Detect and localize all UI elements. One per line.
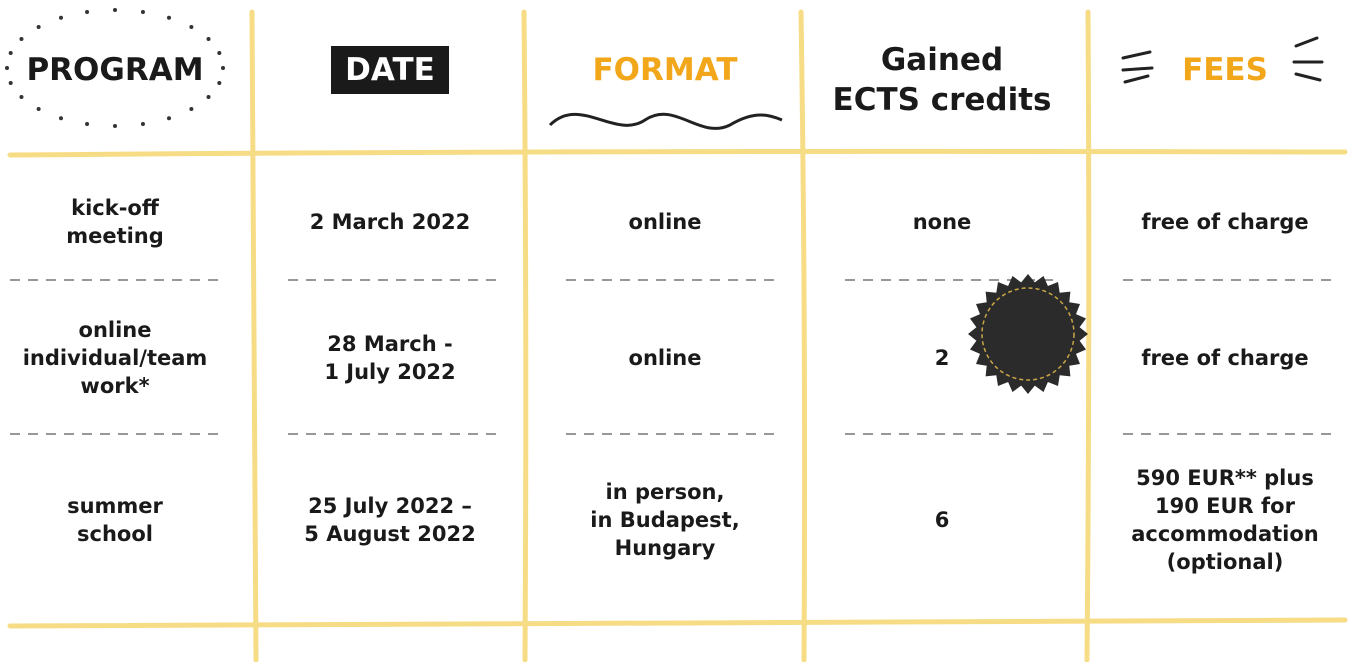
wave-underline: [548, 112, 783, 130]
dot: [113, 124, 117, 128]
text-line: FORMAT: [592, 52, 738, 88]
dot: [217, 81, 222, 86]
dot: [59, 116, 63, 121]
table-cell: free of charge: [1090, 208, 1354, 236]
text-line: free of charge: [1141, 210, 1309, 234]
text-line: (optional): [1166, 550, 1284, 574]
dot: [5, 66, 9, 70]
column-rule: [1084, 9, 1092, 662]
text-line: 2: [934, 346, 950, 370]
header-cell: PROGRAM: [0, 50, 250, 90]
table-cell: online individual/team work*: [0, 316, 250, 400]
text-line: DATE: [331, 46, 449, 94]
badge-ring: [981, 287, 1075, 381]
dot: [167, 15, 171, 20]
dot: [19, 37, 24, 41]
text-line: online: [78, 318, 152, 342]
text-line: online: [628, 210, 702, 234]
table-cell: 28 March - 1 July 2022: [255, 330, 525, 386]
text-line: accommodation: [1131, 522, 1319, 546]
dotted-oval: [5, 8, 225, 128]
table-cell: 6: [807, 506, 1077, 534]
text-line: online: [628, 346, 702, 370]
text-line: 25 July 2022 –: [308, 494, 472, 518]
text-line: 1 July 2022: [324, 360, 456, 384]
text-line: free of charge: [1141, 346, 1309, 370]
table-cell: 25 July 2022 – 5 August 2022: [255, 492, 525, 548]
dot: [36, 107, 41, 112]
text-line: PROGRAM: [26, 52, 204, 88]
text-line: 5 August 2022: [304, 522, 476, 546]
dot: [221, 66, 225, 70]
dot: [19, 95, 24, 99]
fees-strokes: [1121, 36, 1324, 84]
text-line: 2 March 2022: [309, 210, 471, 234]
dot: [167, 116, 171, 121]
table-cell: free of charge: [1090, 344, 1354, 372]
text-line: 590 EUR** plus: [1136, 466, 1314, 490]
table-cell: online: [530, 208, 800, 236]
dot: [189, 107, 194, 112]
bottom-rule: [7, 617, 1348, 629]
dot: [206, 37, 211, 41]
dot: [36, 24, 41, 29]
text-line: FEES: [1182, 52, 1268, 88]
text-line: school: [77, 522, 153, 546]
dot: [189, 24, 194, 29]
dot: [85, 122, 90, 127]
badge-shape: [968, 274, 1088, 394]
text-line: individual/team: [22, 346, 208, 370]
dot: [206, 95, 211, 99]
text-line: 28 March -: [327, 332, 453, 356]
header-rule: [7, 148, 1348, 158]
dot: [113, 8, 117, 12]
dot: [85, 9, 90, 14]
column-rule: [249, 9, 259, 662]
column-rule: [798, 9, 808, 662]
text-line: Hungary: [614, 536, 716, 560]
dot: [8, 81, 13, 86]
dot: [8, 50, 13, 55]
text-line: work*: [80, 374, 150, 398]
text-line: meeting: [66, 224, 164, 248]
table-cell: 590 EUR** plus 190 EUR for accommodation (o…: [1090, 464, 1354, 576]
column-rule: [521, 9, 529, 662]
header-cell: Gained ECTS credits: [807, 40, 1077, 120]
table-cell: 2: [807, 344, 1077, 372]
dot: [59, 15, 63, 20]
text-line: 6: [934, 508, 950, 532]
header-cell: FEES: [1090, 50, 1354, 90]
text-line: ECTS credits: [832, 82, 1052, 118]
table-cell: 2 March 2022: [255, 208, 525, 236]
dot: [140, 122, 145, 127]
header-cell: DATE: [255, 46, 525, 94]
table-cell: summer school: [0, 492, 250, 548]
header-cell: FORMAT: [530, 50, 800, 90]
text-line: none: [912, 210, 972, 234]
text-line: kick-off: [71, 196, 159, 220]
text-line: in person,: [605, 480, 725, 504]
text-line: Gained: [880, 42, 1004, 78]
text-line: in Budapest,: [590, 508, 740, 532]
table-cell: none: [807, 208, 1077, 236]
table-cell: in person, in Budapest, Hungary: [530, 478, 800, 562]
text-line: 190 EUR for: [1155, 494, 1295, 518]
table-cell: kick-off meeting: [0, 194, 250, 250]
badge-star: [968, 274, 1088, 394]
table-cell: online: [530, 344, 800, 372]
dot: [140, 9, 145, 14]
text-line: summer: [67, 494, 163, 518]
dot: [217, 50, 222, 55]
